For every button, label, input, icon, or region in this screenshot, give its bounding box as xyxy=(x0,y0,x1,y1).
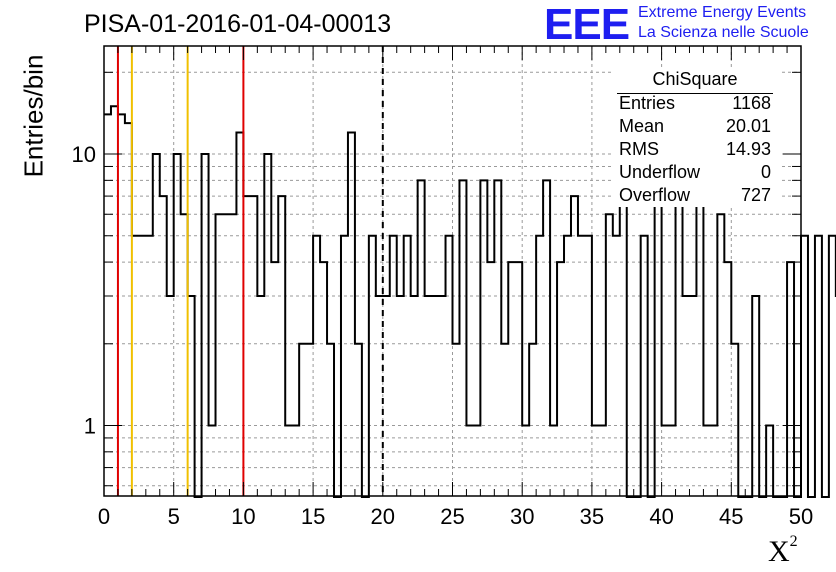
x-tick-label: 0 xyxy=(98,504,110,529)
stats-label: Underflow xyxy=(619,162,701,182)
x-tick-label: 15 xyxy=(301,504,325,529)
stats-title: ChiSquare xyxy=(652,69,738,89)
x-tick-label: 45 xyxy=(719,504,743,529)
stats-row-entries: Entries 1168 xyxy=(619,93,771,115)
x-tick-label: 5 xyxy=(168,504,180,529)
x-tick-label: 40 xyxy=(649,504,673,529)
page-title: PISA-01-2016-01-04-00013 xyxy=(84,10,392,38)
eee-logo: EEE xyxy=(544,0,630,49)
histogram-series xyxy=(104,105,836,498)
y-tick-label: 1 xyxy=(84,414,96,439)
x-tick-label: 35 xyxy=(580,504,604,529)
x-axis-label: X2 xyxy=(768,533,798,568)
stats-label: Overflow xyxy=(619,185,691,205)
stats-row-mean: Mean 20.01 xyxy=(619,116,771,138)
logo-subtitle-line1: Extreme Energy Events xyxy=(638,4,807,21)
x-tick-label: 50 xyxy=(789,504,813,529)
stats-value: 1168 xyxy=(732,93,771,113)
logo-subtitle-line2: La Scienza nelle Scuole xyxy=(638,24,809,41)
x-tick-label: 10 xyxy=(231,504,255,529)
y-axis-label: Entries/bin xyxy=(18,54,49,178)
stats-box: ChiSquare Entries 1168 Mean 20.01 RMS 14… xyxy=(611,67,779,207)
stats-label: RMS xyxy=(619,139,659,159)
x-tick-label: 30 xyxy=(510,504,534,529)
stats-row-underflow: Underflow 0 xyxy=(619,162,771,184)
y-tick-label: 10 xyxy=(72,142,96,167)
x-tick-label: 20 xyxy=(371,504,395,529)
stats-row-overflow: Overflow 727 xyxy=(619,185,771,207)
stats-value: 0 xyxy=(760,162,771,182)
stats-value: 14.93 xyxy=(725,139,771,159)
stats-value: 727 xyxy=(740,185,771,205)
stats-label: Entries xyxy=(619,93,676,113)
stats-value: 20.01 xyxy=(725,116,771,136)
stats-row-rms: RMS 14.93 xyxy=(619,139,771,161)
stats-label: Mean xyxy=(619,116,665,136)
stats-divider xyxy=(617,93,773,94)
x-tick-label: 25 xyxy=(440,504,464,529)
